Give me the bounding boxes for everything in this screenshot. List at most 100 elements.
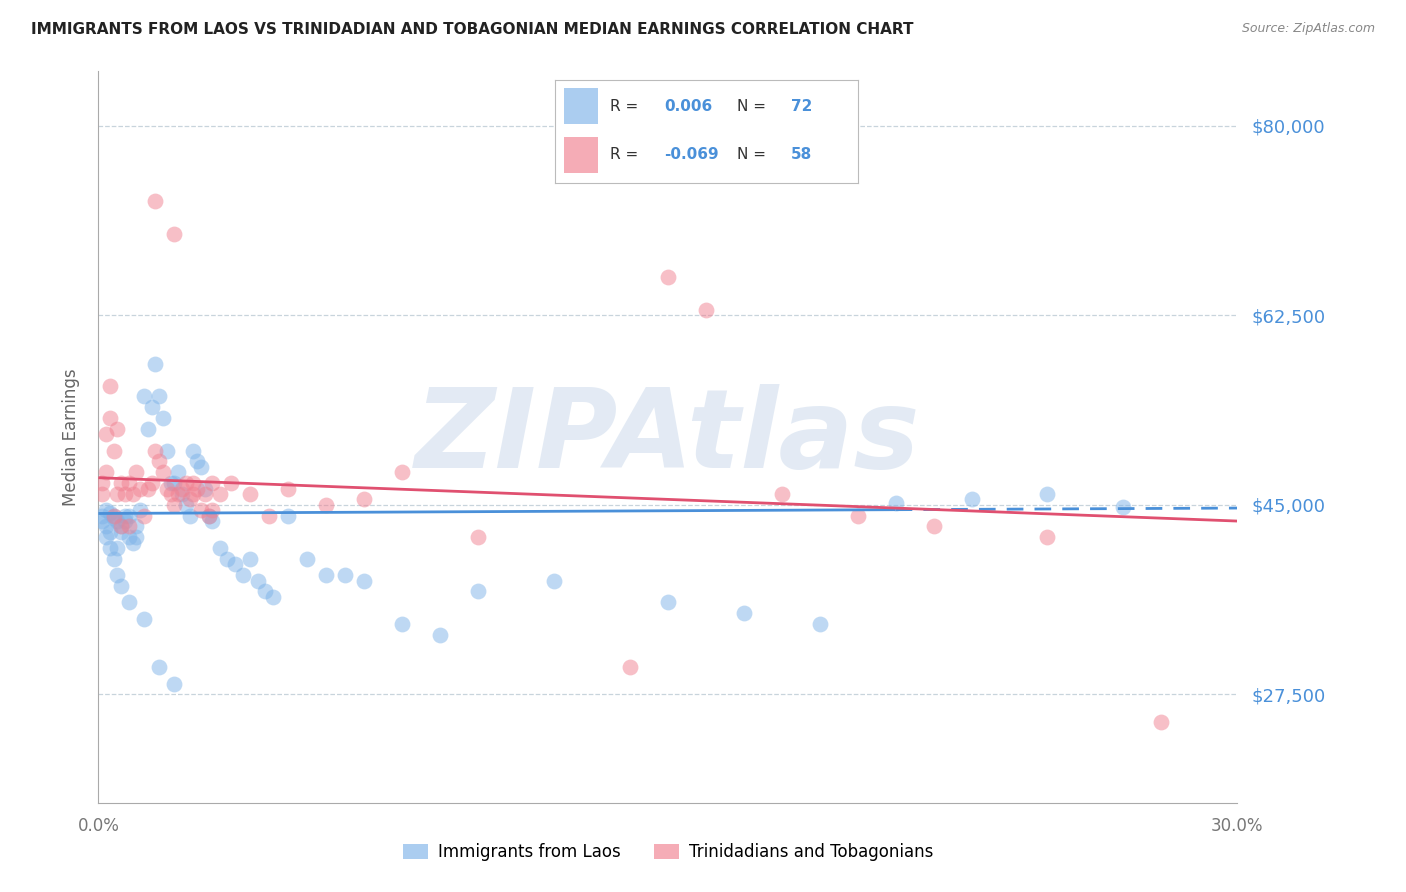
Point <box>254 584 277 599</box>
Point <box>129 503 152 517</box>
Text: -0.069: -0.069 <box>664 147 718 162</box>
Point <box>186 454 208 468</box>
Point <box>107 514 129 528</box>
Point <box>315 568 337 582</box>
Point <box>186 482 208 496</box>
Point <box>118 508 141 523</box>
Point <box>208 487 231 501</box>
Point <box>121 487 143 501</box>
Point <box>239 487 262 501</box>
Point <box>156 482 179 496</box>
Point <box>922 519 945 533</box>
FancyBboxPatch shape <box>564 136 598 173</box>
Point <box>145 194 167 209</box>
Point <box>114 514 136 528</box>
Point <box>190 503 212 517</box>
Point <box>103 508 125 523</box>
Point <box>353 574 375 588</box>
Text: N =: N = <box>737 99 770 114</box>
Point <box>125 530 148 544</box>
Point <box>141 476 163 491</box>
Point <box>118 595 141 609</box>
Legend: Immigrants from Laos, Trinidadians and Tobagonians: Immigrants from Laos, Trinidadians and T… <box>396 837 939 868</box>
Point <box>221 476 243 491</box>
Point <box>118 530 141 544</box>
Point <box>224 558 246 572</box>
Point <box>152 411 174 425</box>
Point <box>94 530 117 544</box>
Point <box>335 568 357 582</box>
Point <box>129 482 152 496</box>
Point <box>163 676 186 690</box>
Point <box>174 498 197 512</box>
Point <box>98 524 121 539</box>
Point <box>103 511 125 525</box>
Point <box>391 465 413 479</box>
Point <box>110 524 132 539</box>
Point <box>770 487 793 501</box>
Point <box>167 465 190 479</box>
Text: R =: R = <box>610 147 643 162</box>
Point <box>1112 500 1135 514</box>
Point <box>179 492 201 507</box>
Point <box>145 443 167 458</box>
Point <box>208 541 231 556</box>
Point <box>159 476 181 491</box>
Point <box>110 519 132 533</box>
Point <box>98 541 121 556</box>
Point <box>132 611 155 625</box>
Point <box>163 476 186 491</box>
Text: 0.006: 0.006 <box>664 99 713 114</box>
Point <box>194 487 217 501</box>
Point <box>467 530 489 544</box>
Point <box>163 498 186 512</box>
Point <box>262 590 284 604</box>
Point <box>179 508 201 523</box>
Point <box>239 552 262 566</box>
Point <box>297 552 319 566</box>
FancyBboxPatch shape <box>564 88 598 124</box>
Point <box>107 568 129 582</box>
Point <box>808 617 831 632</box>
Point <box>1150 714 1173 729</box>
Text: R =: R = <box>610 99 643 114</box>
Point <box>543 574 565 588</box>
Point <box>91 476 114 491</box>
Point <box>110 519 132 533</box>
Point <box>884 495 907 509</box>
Point <box>94 519 117 533</box>
Point <box>110 476 132 491</box>
Text: ZIPAtlas: ZIPAtlas <box>415 384 921 491</box>
Point <box>846 508 869 523</box>
Point <box>201 514 224 528</box>
Point <box>148 389 170 403</box>
Point <box>91 508 114 523</box>
Point <box>657 595 679 609</box>
Point <box>121 535 143 549</box>
Point <box>136 482 159 496</box>
Point <box>107 422 129 436</box>
Point <box>232 568 254 582</box>
Point <box>98 411 121 425</box>
Point <box>98 378 121 392</box>
Point <box>107 487 129 501</box>
Point <box>91 487 114 501</box>
Point <box>1036 487 1059 501</box>
Point <box>183 443 205 458</box>
Point <box>194 482 217 496</box>
Text: 58: 58 <box>792 147 813 162</box>
Point <box>391 617 413 632</box>
Point <box>136 422 159 436</box>
Point <box>118 476 141 491</box>
Point <box>114 508 136 523</box>
Point <box>170 482 193 496</box>
Point <box>353 492 375 507</box>
Point <box>145 357 167 371</box>
Text: N =: N = <box>737 147 770 162</box>
Point <box>217 552 239 566</box>
Point <box>183 476 205 491</box>
Point <box>197 508 219 523</box>
Point <box>429 628 451 642</box>
Text: Source: ZipAtlas.com: Source: ZipAtlas.com <box>1241 22 1375 36</box>
Point <box>190 459 212 474</box>
